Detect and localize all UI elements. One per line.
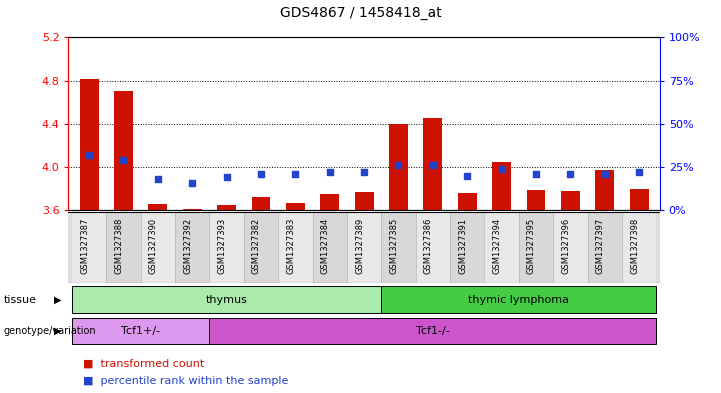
- Bar: [629, 189, 649, 210]
- Bar: [553, 212, 588, 283]
- Text: ▶: ▶: [54, 295, 61, 305]
- Bar: [347, 212, 381, 283]
- Bar: [355, 192, 373, 210]
- Text: thymic lymphoma: thymic lymphoma: [468, 295, 570, 305]
- Text: GSM1327396: GSM1327396: [562, 218, 570, 274]
- Point: [565, 171, 576, 177]
- Bar: [381, 212, 416, 283]
- Point: [118, 157, 129, 163]
- Text: GSM1327387: GSM1327387: [80, 218, 89, 274]
- Text: GSM1327395: GSM1327395: [527, 218, 536, 274]
- Text: GSM1327397: GSM1327397: [596, 218, 605, 274]
- Point: [324, 169, 335, 175]
- Point: [187, 180, 198, 186]
- Bar: [244, 212, 278, 283]
- Bar: [209, 212, 244, 283]
- Text: ▶: ▶: [54, 326, 61, 336]
- Point: [221, 174, 232, 180]
- Point: [599, 171, 611, 177]
- Bar: [458, 193, 477, 210]
- Bar: [622, 212, 656, 283]
- Point: [461, 173, 473, 179]
- Point: [152, 176, 164, 182]
- Bar: [106, 212, 141, 283]
- Text: GSM1327382: GSM1327382: [252, 218, 261, 274]
- Text: GSM1327392: GSM1327392: [183, 218, 193, 274]
- Bar: [423, 118, 442, 210]
- Point: [84, 152, 95, 158]
- Bar: [278, 212, 312, 283]
- Bar: [485, 212, 519, 283]
- Point: [290, 171, 301, 177]
- Point: [393, 162, 404, 169]
- Text: GSM1327394: GSM1327394: [492, 218, 502, 274]
- Text: GSM1327398: GSM1327398: [630, 218, 639, 274]
- Point: [358, 169, 370, 175]
- Text: GSM1327383: GSM1327383: [286, 218, 296, 274]
- Text: GSM1327389: GSM1327389: [355, 218, 364, 274]
- Text: GSM1327391: GSM1327391: [459, 218, 467, 274]
- Bar: [312, 212, 347, 283]
- Bar: [183, 209, 202, 210]
- Text: GSM1327388: GSM1327388: [115, 218, 123, 274]
- Bar: [217, 205, 236, 210]
- Bar: [416, 212, 450, 283]
- Bar: [492, 162, 511, 210]
- Bar: [175, 212, 209, 283]
- Bar: [320, 194, 339, 210]
- Text: genotype/variation: genotype/variation: [4, 326, 96, 336]
- Bar: [381, 286, 656, 313]
- Bar: [526, 190, 545, 210]
- Text: tissue: tissue: [4, 295, 37, 305]
- Bar: [252, 197, 270, 210]
- Bar: [561, 191, 580, 210]
- Point: [530, 171, 541, 177]
- Bar: [72, 286, 381, 313]
- Text: thymus: thymus: [205, 295, 247, 305]
- Point: [496, 165, 508, 172]
- Bar: [588, 212, 622, 283]
- Point: [255, 171, 267, 177]
- Bar: [72, 318, 209, 344]
- Text: GSM1327384: GSM1327384: [321, 218, 329, 274]
- Bar: [450, 212, 485, 283]
- Bar: [141, 212, 175, 283]
- Bar: [79, 79, 99, 210]
- Point: [427, 162, 438, 169]
- Bar: [72, 212, 106, 283]
- Text: Tcf1-/-: Tcf1-/-: [416, 326, 450, 336]
- Bar: [149, 204, 167, 210]
- Bar: [519, 212, 553, 283]
- Bar: [389, 124, 408, 210]
- Bar: [596, 170, 614, 210]
- Text: GSM1327393: GSM1327393: [218, 218, 226, 274]
- Text: GSM1327386: GSM1327386: [424, 218, 433, 274]
- Bar: [286, 203, 305, 210]
- Text: GSM1327385: GSM1327385: [389, 218, 399, 274]
- Text: GDS4867 / 1458418_at: GDS4867 / 1458418_at: [280, 6, 441, 20]
- Text: GSM1327390: GSM1327390: [149, 218, 158, 274]
- Bar: [209, 318, 656, 344]
- Text: ■  percentile rank within the sample: ■ percentile rank within the sample: [83, 376, 288, 386]
- Text: ■  transformed count: ■ transformed count: [83, 358, 204, 369]
- Text: Tcf1+/-: Tcf1+/-: [121, 326, 160, 336]
- Point: [633, 169, 645, 175]
- Bar: [114, 91, 133, 210]
